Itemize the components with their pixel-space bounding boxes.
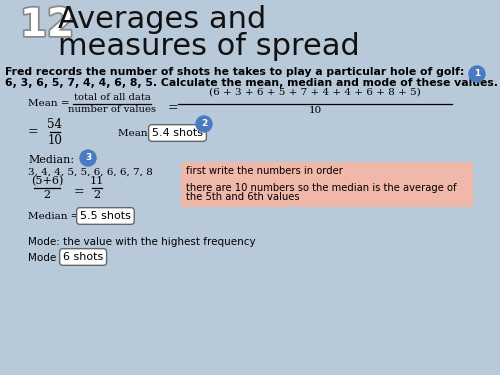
Circle shape xyxy=(469,66,485,82)
Text: 10: 10 xyxy=(308,106,322,115)
Text: =: = xyxy=(74,185,85,198)
Text: (6 + 3 + 6 + 5 + 7 + 4 + 4 + 6 + 8 + 5): (6 + 3 + 6 + 5 + 7 + 4 + 4 + 6 + 8 + 5) xyxy=(209,88,421,97)
Text: 1: 1 xyxy=(474,69,480,78)
Text: 10: 10 xyxy=(48,134,62,147)
Text: Fred records the number of shots he takes to play a particular hole of golf:: Fred records the number of shots he take… xyxy=(5,67,464,77)
Circle shape xyxy=(196,116,212,132)
Text: 6 shots: 6 shots xyxy=(63,252,104,262)
Text: 11: 11 xyxy=(90,177,104,186)
Text: 2: 2 xyxy=(201,120,207,129)
Text: total of all data: total of all data xyxy=(74,93,150,102)
Text: =: = xyxy=(28,125,38,138)
Circle shape xyxy=(80,150,96,166)
Text: 5.4 shots: 5.4 shots xyxy=(152,128,203,138)
FancyBboxPatch shape xyxy=(181,162,473,180)
Text: first write the numbers in order: first write the numbers in order xyxy=(186,166,343,176)
Text: 12: 12 xyxy=(20,6,74,44)
Text: =: = xyxy=(168,101,178,114)
Text: Mode =: Mode = xyxy=(28,253,68,263)
Text: Mean =: Mean = xyxy=(118,129,160,138)
FancyBboxPatch shape xyxy=(181,178,473,207)
Text: 3: 3 xyxy=(85,153,91,162)
Text: 5.5 shots: 5.5 shots xyxy=(80,211,131,221)
Text: there are 10 numbers so the median is the average of: there are 10 numbers so the median is th… xyxy=(186,183,456,193)
Text: 3, 4, 4, 5, 5, 6, 6, 6, 7, 8: 3, 4, 4, 5, 5, 6, 6, 6, 7, 8 xyxy=(28,168,153,177)
Text: Mode: the value with the highest frequency: Mode: the value with the highest frequen… xyxy=(28,237,256,247)
Text: 2: 2 xyxy=(94,189,100,200)
Text: 6, 3, 6, 5, 7, 4, 4, 6, 8, 5. Calculate the mean, median and mode of these value: 6, 3, 6, 5, 7, 4, 4, 6, 8, 5. Calculate … xyxy=(5,78,498,88)
Text: Median =: Median = xyxy=(28,212,80,221)
Text: measures of spread: measures of spread xyxy=(58,32,360,61)
Text: Median:: Median: xyxy=(28,155,74,165)
Text: the 5th and 6th values: the 5th and 6th values xyxy=(186,192,300,202)
Text: number of values: number of values xyxy=(68,105,156,114)
Text: (5+6): (5+6) xyxy=(31,176,63,186)
Text: 2: 2 xyxy=(44,189,51,200)
Text: Mean =: Mean = xyxy=(28,99,70,108)
Text: 54: 54 xyxy=(48,117,62,130)
Text: Averages and: Averages and xyxy=(58,5,266,34)
